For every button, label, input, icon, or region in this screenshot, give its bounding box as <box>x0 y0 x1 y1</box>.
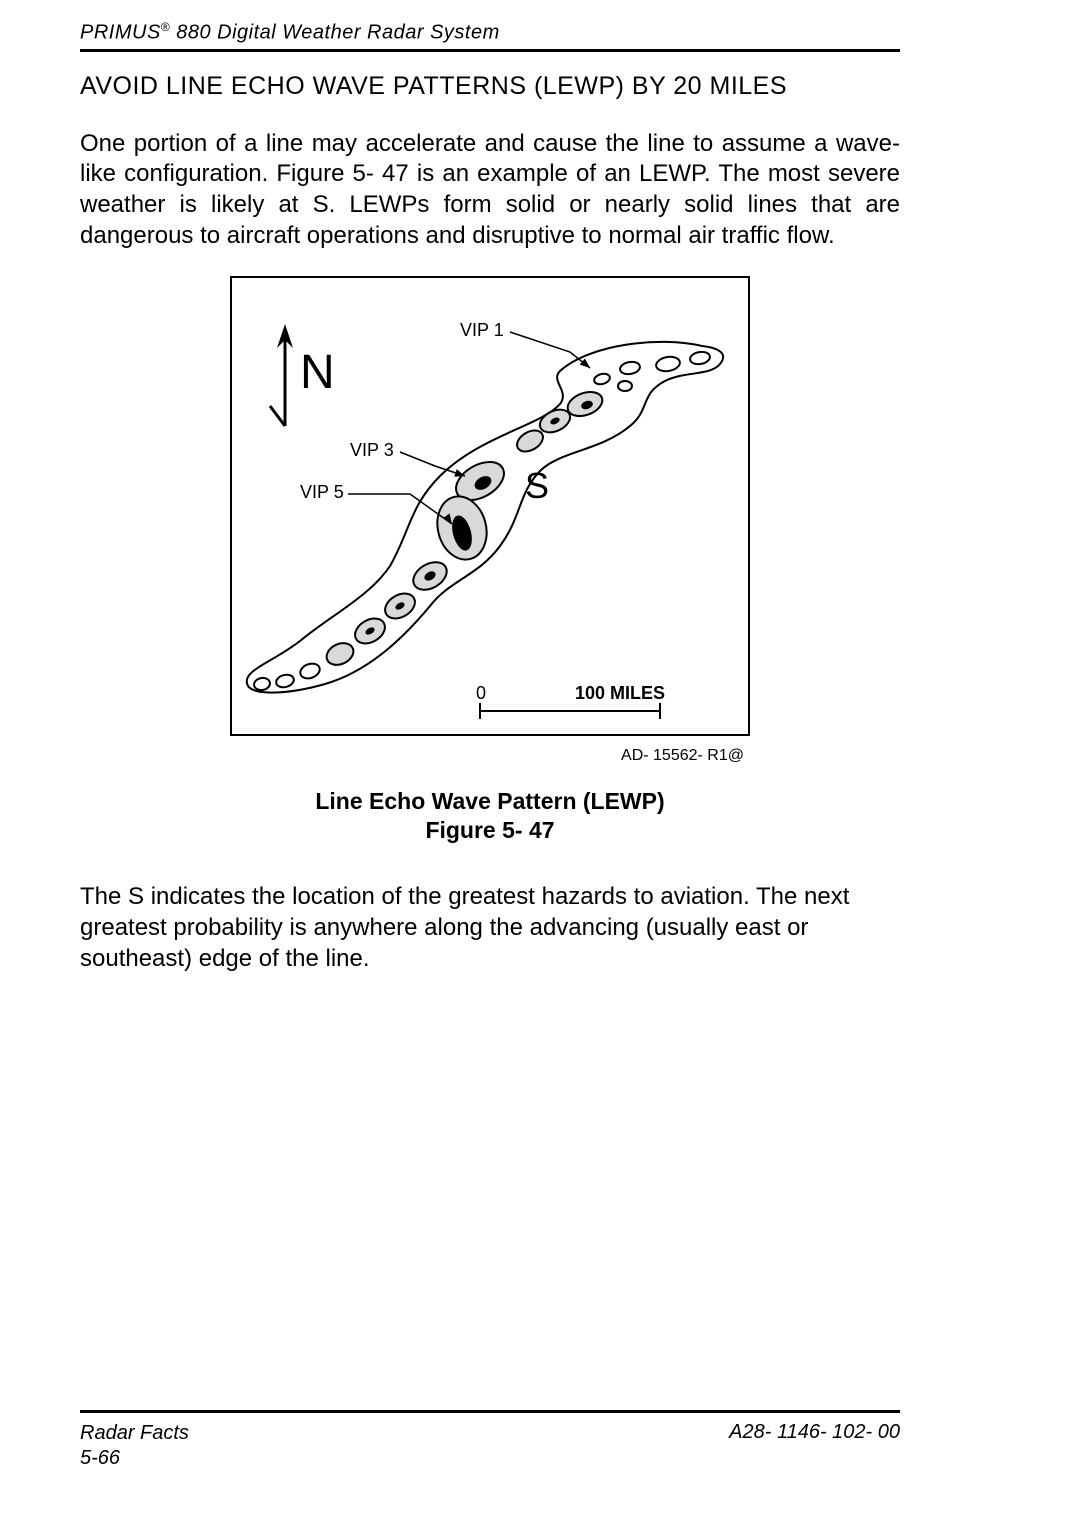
footer-rule <box>80 1410 900 1413</box>
figure-caption-line1: Line Echo Wave Pattern (LEWP) <box>315 788 664 814</box>
lewp-diagram: N S VIP 1 VIP 3 VIP 5 0 100 MILES <box>230 276 750 736</box>
figure-caption: Line Echo Wave Pattern (LEWP) Figure 5- … <box>80 787 900 847</box>
running-header: PRIMUS® 880 Digital Weather Radar System <box>80 20 900 49</box>
paragraph-1: One portion of a line may accelerate and… <box>80 129 900 252</box>
svg-text:S: S <box>525 465 549 506</box>
svg-text:0: 0 <box>476 683 486 703</box>
figure-box: N S VIP 1 VIP 3 VIP 5 0 100 MILES AD- 15562- R… <box>230 276 750 765</box>
section-title: AVOID LINE ECHO WAVE PATTERNS (LEWP) BY … <box>80 72 900 101</box>
footer-row: Radar Facts 5-66 A28- 1146- 102- 00 <box>80 1421 900 1471</box>
figure-caption-line2: Figure 5- 47 <box>425 817 554 843</box>
svg-text:100 MILES: 100 MILES <box>575 683 665 703</box>
svg-text:VIP 1: VIP 1 <box>460 320 504 340</box>
page: PRIMUS® 880 Digital Weather Radar System… <box>0 0 1080 1523</box>
content-column: PRIMUS® 880 Digital Weather Radar System… <box>80 20 900 974</box>
footer-left-line1: Radar Facts <box>80 1422 189 1444</box>
svg-text:VIP 3: VIP 3 <box>350 440 394 460</box>
page-footer: Radar Facts 5-66 A28- 1146- 102- 00 <box>80 1410 900 1471</box>
trademark-symbol: ® <box>161 20 170 34</box>
header-product-rest: 880 Digital Weather Radar System <box>170 22 500 44</box>
svg-text:N: N <box>300 346 335 399</box>
header-rule <box>80 49 900 52</box>
footer-left: Radar Facts 5-66 <box>80 1421 189 1471</box>
svg-text:VIP 5: VIP 5 <box>300 482 344 502</box>
figure-drawing-id: AD- 15562- R1@ <box>230 747 744 765</box>
footer-right: A28- 1146- 102- 00 <box>729 1421 900 1471</box>
footer-left-line2: 5-66 <box>80 1447 120 1469</box>
figure-wrapper: N S VIP 1 VIP 3 VIP 5 0 100 MILES AD- 15562- R… <box>80 276 900 847</box>
paragraph-2: The S indicates the location of the grea… <box>80 882 900 974</box>
header-product-line: PRIMUS <box>80 22 161 44</box>
